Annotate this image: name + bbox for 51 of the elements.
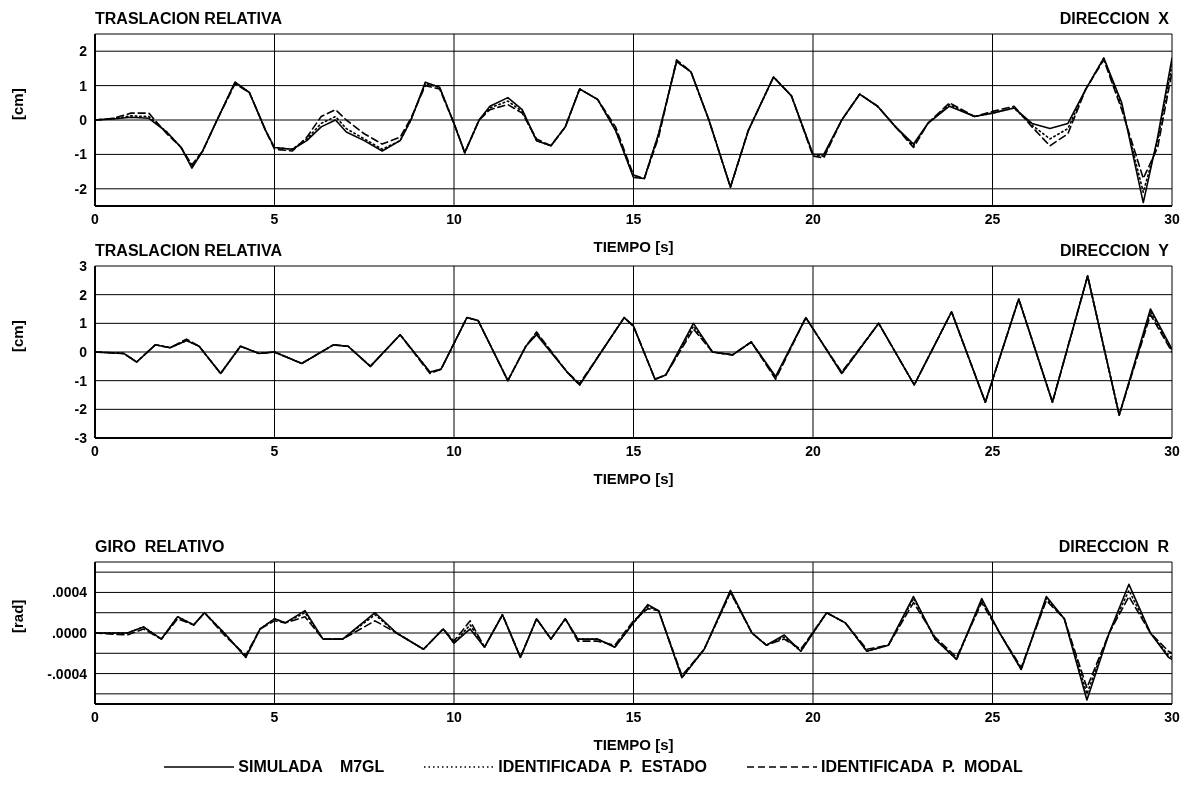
y-tick-label: -3 xyxy=(74,429,88,446)
y-tick-label: -2 xyxy=(74,180,88,197)
y-tick-label: 3 xyxy=(79,257,88,274)
x-tick-label: 5 xyxy=(270,708,279,725)
x-tick-label: 0 xyxy=(91,442,100,459)
x-tick-label: 0 xyxy=(91,708,100,725)
y-tick-label: -1 xyxy=(74,146,88,163)
y-tick-label: .0000 xyxy=(51,624,88,641)
legend-label: IDENTIFICADA P. MODAL xyxy=(820,758,1023,776)
y-tick-label: -2 xyxy=(74,401,88,418)
y-tick-label: -1 xyxy=(74,372,88,389)
x-tick-label: 30 xyxy=(1164,210,1180,227)
x-tick-label: 5 xyxy=(270,210,279,227)
x-axis-title: TIEMPO [s] xyxy=(593,470,674,487)
y-axis-title: [rad] xyxy=(9,599,27,633)
x-tick-label: 25 xyxy=(984,442,1001,459)
chart-subtitle: DIRECCION R xyxy=(1058,538,1169,556)
y-axis-title: [cm] xyxy=(9,320,27,352)
x-tick-label: 5 xyxy=(270,442,279,459)
x-tick-label: 10 xyxy=(446,210,462,227)
legend-label: IDENTIFICADA P. ESTADO xyxy=(498,758,707,776)
x-tick-label: 15 xyxy=(625,708,642,725)
x-tick-label: 10 xyxy=(446,442,462,459)
y-tick-label: 0 xyxy=(79,111,88,128)
y-tick-label: 1 xyxy=(79,77,88,94)
x-tick-label: 25 xyxy=(984,210,1001,227)
y-tick-label: 2 xyxy=(79,286,88,303)
x-tick-label: 20 xyxy=(805,210,821,227)
chart-subtitle: DIRECCION Y xyxy=(1059,242,1169,260)
chart-title: TRASLACION RELATIVA xyxy=(95,10,282,28)
y-tick-label: -.0004 xyxy=(47,665,88,682)
x-tick-label: 0 xyxy=(91,210,100,227)
x-tick-label: 30 xyxy=(1164,442,1180,459)
y-tick-label: 2 xyxy=(79,43,88,60)
legend-label: SIMULADA M7GL xyxy=(238,758,385,776)
x-axis-title: TIEMPO [s] xyxy=(593,736,674,753)
y-tick-label: 0 xyxy=(79,343,88,360)
x-tick-label: 25 xyxy=(984,708,1001,725)
x-tick-label: 10 xyxy=(446,708,462,725)
y-tick-label: 1 xyxy=(79,315,88,332)
y-axis-title: [cm] xyxy=(9,88,27,120)
chart-title: TRASLACION RELATIVA xyxy=(95,242,282,260)
x-tick-label: 20 xyxy=(805,708,821,725)
x-tick-label: 20 xyxy=(805,442,821,459)
x-tick-label: 30 xyxy=(1164,708,1180,725)
chart-subtitle: DIRECCION X xyxy=(1059,10,1169,28)
y-tick-label: .0004 xyxy=(51,584,88,601)
chart-title: GIRO RELATIVO xyxy=(95,538,225,556)
x-axis-title: TIEMPO [s] xyxy=(593,238,674,255)
x-tick-label: 15 xyxy=(625,210,642,227)
x-tick-label: 15 xyxy=(625,442,642,459)
